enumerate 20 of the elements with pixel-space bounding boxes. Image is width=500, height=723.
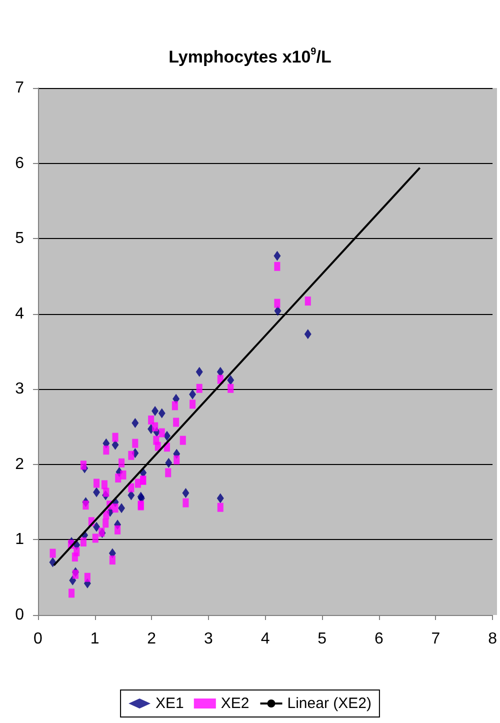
x-tick-label: 0 <box>34 630 43 648</box>
y-tick-label: 7 <box>15 80 24 96</box>
x-tick-label: 6 <box>374 630 384 648</box>
y-tick-label: 4 <box>15 305 24 322</box>
legend-label: Linear (XE2) <box>287 695 372 712</box>
legend-label: XE2 <box>220 695 250 712</box>
legend-label: XE1 <box>156 695 184 712</box>
x-tick-label: 7 <box>431 630 440 648</box>
x-tick-label: 4 <box>260 630 270 648</box>
y-tick-label: 6 <box>15 154 24 172</box>
x-tick-label: 3 <box>204 630 214 648</box>
y-tick-label: 3 <box>15 380 24 398</box>
x-tick-label: 8 <box>488 630 498 648</box>
x-tick-label: 5 <box>318 630 327 648</box>
y-tick-label: 1 <box>15 531 24 548</box>
y-tick-label: 5 <box>15 230 24 248</box>
y-tick-label: 0 <box>15 606 24 624</box>
x-tick-label: 2 <box>147 630 156 648</box>
x-tick-label: 1 <box>90 630 100 648</box>
y-tick-label: 2 <box>15 456 24 473</box>
